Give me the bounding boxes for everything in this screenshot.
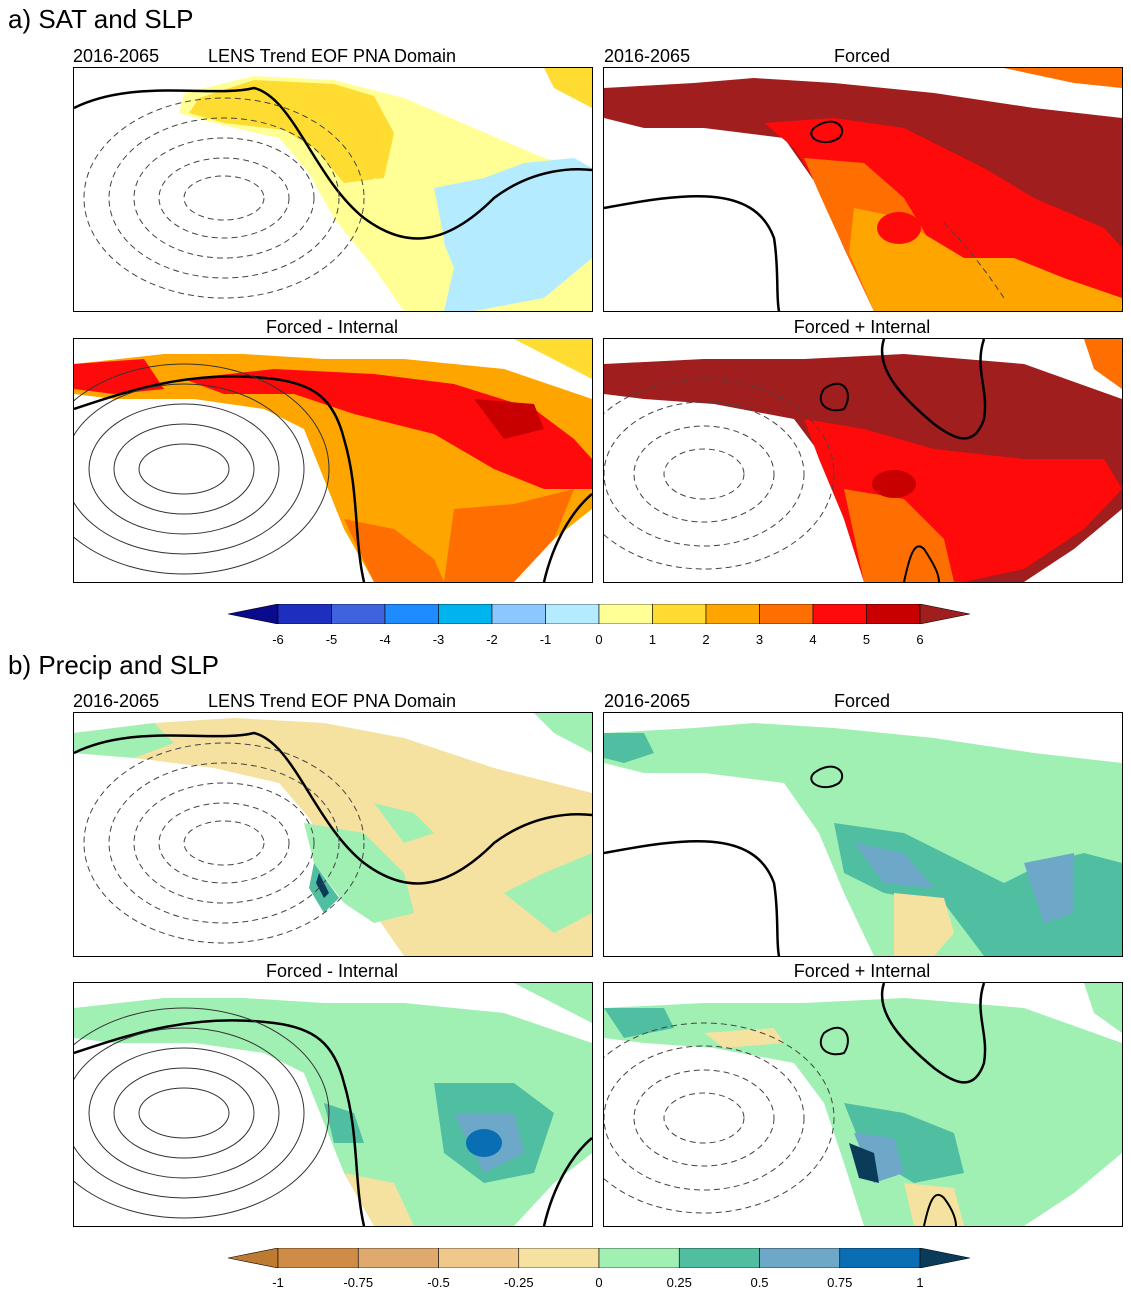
section-b-title: b) Precip and SLP	[8, 650, 220, 680]
colorbar-precip-swatch	[598, 1247, 680, 1269]
colorbar-sat-tick-label: -4	[379, 632, 391, 647]
colorbar-sat-tick-label: -5	[325, 632, 338, 647]
panel-a1-period: 2016-2065	[73, 46, 160, 66]
colorbar-sat-tick-label: 0	[595, 632, 603, 647]
colorbar-precip-swatch	[839, 1247, 921, 1269]
map-panel-a3	[73, 338, 593, 583]
colorbar-sat-swatch	[652, 603, 707, 625]
colorbar-precip-tick-label: 1	[916, 1275, 924, 1290]
map-panel-a4	[603, 338, 1123, 583]
colorbar-precip-tick-label: 0	[595, 1275, 603, 1290]
colorbar-sat-tick-label: -2	[486, 632, 498, 647]
colorbar-sat-swatch	[759, 603, 814, 625]
map-panel-a1	[73, 67, 593, 312]
colorbar-sat-swatch	[384, 603, 439, 625]
panel-a4-title: Forced + Internal	[793, 317, 931, 337]
colorbar-precip-swatch	[518, 1247, 600, 1269]
colorbar-sat	[227, 603, 971, 625]
colorbar-precip-swatch	[227, 1247, 279, 1269]
colorbar-sat-swatch	[866, 603, 921, 625]
panel-b4-title: Forced + Internal	[793, 961, 931, 981]
colorbar-sat-swatch	[227, 603, 279, 625]
colorbar-precip-tick-label: -1	[272, 1275, 284, 1290]
colorbar-sat-swatch	[331, 603, 386, 625]
colorbar-precip-swatch	[357, 1247, 439, 1269]
map-panel-b1	[73, 712, 593, 957]
colorbar-precip-tick-label: 0.5	[750, 1275, 769, 1290]
colorbar-sat-swatch	[705, 603, 760, 625]
panel-b3-title: Forced - Internal	[265, 961, 399, 981]
colorbar-precip-swatches	[227, 1247, 971, 1269]
colorbar-sat-tick-label: 6	[916, 632, 924, 647]
map-panel-b4	[603, 982, 1123, 1227]
colorbar-precip-swatch	[277, 1247, 359, 1269]
colorbar-sat-tick-label: 2	[702, 632, 710, 647]
panel-a1-title: LENS Trend EOF PNA Domain	[207, 46, 457, 66]
colorbar-precip-swatch	[438, 1247, 520, 1269]
colorbar-sat-swatch	[598, 603, 653, 625]
colorbar-precip-tick-label: -0.25	[503, 1275, 534, 1290]
panel-b1-title: LENS Trend EOF PNA Domain	[207, 691, 457, 711]
colorbar-sat-tick-label: 4	[809, 632, 817, 647]
colorbar-precip	[227, 1247, 971, 1269]
panel-b2-period: 2016-2065	[604, 691, 691, 711]
colorbar-sat-ticks: -6 -5 -4 -3 -2 -1 0 1 2 3 4 5 6	[228, 632, 970, 648]
colorbar-sat-swatch	[491, 603, 546, 625]
colorbar-precip-swatch	[678, 1247, 760, 1269]
colorbar-sat-tick-label: -3	[432, 632, 445, 647]
map-panel-b2	[603, 712, 1123, 957]
colorbar-sat-tick-label: 5	[862, 632, 871, 647]
colorbar-sat-swatch	[438, 603, 493, 625]
panel-a2-period: 2016-2065	[604, 46, 691, 66]
map-panel-b3	[73, 982, 593, 1227]
colorbar-sat-swatch	[919, 603, 971, 625]
colorbar-precip-tick-label: -0.75	[343, 1275, 374, 1290]
colorbar-precip-swatch	[919, 1247, 971, 1269]
colorbar-precip-tick-label: 0.25	[666, 1275, 692, 1290]
colorbar-sat-swatch	[545, 603, 600, 625]
colorbar-sat-tick-label: -6	[272, 632, 284, 647]
panel-a3-title: Forced - Internal	[265, 317, 399, 337]
colorbar-sat-tick-label: -1	[539, 632, 552, 647]
panel-b1-period: 2016-2065	[73, 691, 160, 711]
panel-a2-title: Forced	[833, 46, 891, 66]
colorbar-precip-ticks: -1 -0.75 -0.5 -0.25 0 0.25 0.5 0.75 1	[228, 1275, 970, 1291]
colorbar-precip-tick-label: 0.75	[827, 1275, 853, 1290]
map-panel-a2	[603, 67, 1123, 312]
section-a-title: a) SAT and SLP	[8, 4, 194, 34]
panel-b2-title: Forced	[833, 691, 891, 711]
colorbar-precip-swatch	[759, 1247, 841, 1269]
colorbar-sat-tick-label: 3	[755, 632, 764, 647]
colorbar-sat-tick-label: 1	[648, 632, 657, 647]
colorbar-sat-swatch	[277, 603, 332, 625]
colorbar-sat-swatches	[227, 603, 971, 625]
colorbar-sat-swatch	[812, 603, 867, 625]
colorbar-precip-tick-label: -0.5	[427, 1275, 450, 1290]
